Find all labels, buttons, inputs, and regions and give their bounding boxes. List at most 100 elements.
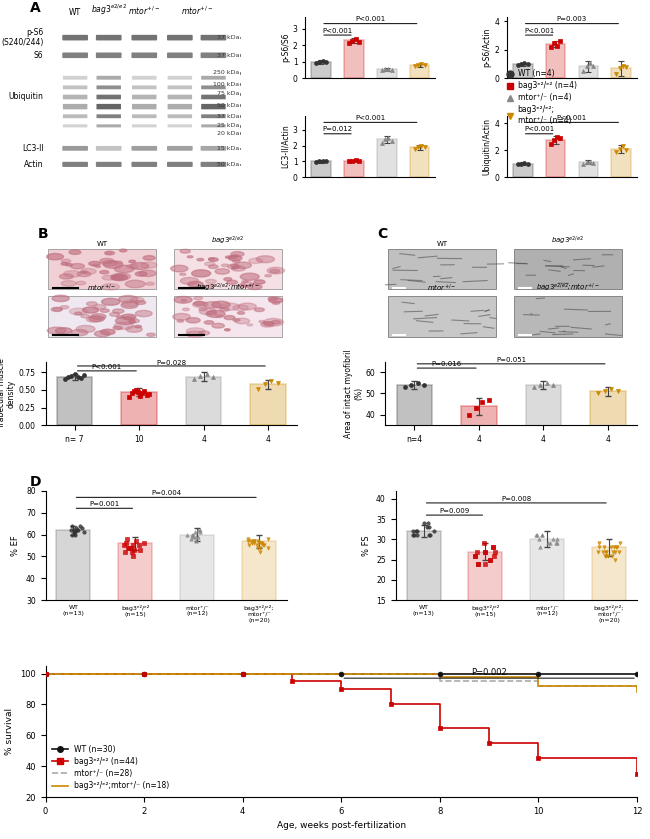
Point xyxy=(259,378,270,391)
bag3ᵉ²/ᵉ²;mtor⁺/⁻ (n=18) xyxy=(633,687,641,697)
Circle shape xyxy=(259,320,265,323)
FancyBboxPatch shape xyxy=(96,35,122,40)
Circle shape xyxy=(270,269,280,273)
Point xyxy=(248,537,259,550)
Point xyxy=(410,142,420,155)
Point xyxy=(70,367,80,381)
Point xyxy=(545,40,556,54)
FancyBboxPatch shape xyxy=(96,86,121,89)
Point xyxy=(424,529,434,542)
Point xyxy=(593,545,603,558)
Point xyxy=(406,378,417,392)
Circle shape xyxy=(105,251,114,255)
Text: WT: WT xyxy=(97,241,108,247)
Circle shape xyxy=(116,317,135,325)
Circle shape xyxy=(194,297,202,300)
Point xyxy=(610,553,620,566)
Point xyxy=(385,698,396,711)
Bar xyxy=(410,65,430,79)
Bar xyxy=(526,385,561,499)
Point xyxy=(237,667,248,680)
Circle shape xyxy=(209,258,214,260)
Bar xyxy=(513,164,532,177)
Circle shape xyxy=(173,314,190,320)
FancyBboxPatch shape xyxy=(167,35,192,40)
Y-axis label: Ubiquitin/Actin: Ubiquitin/Actin xyxy=(483,117,491,175)
Point xyxy=(243,532,254,545)
Point xyxy=(411,524,421,538)
Point xyxy=(124,541,134,555)
Point xyxy=(79,525,89,539)
Circle shape xyxy=(256,256,274,263)
Point xyxy=(513,58,523,71)
Text: D: D xyxy=(30,476,42,489)
Bar xyxy=(122,392,157,425)
Legend: WT (n=4), bag3ᵉ²/ᵉ² (n=4), mtor⁺/⁻ (n=4), bag3ᵉ²/ᵉ²;
mtor⁺/⁻ (n=4): WT (n=4), bag3ᵉ²/ᵉ² (n=4), mtor⁺/⁻ (n=4)… xyxy=(506,69,577,125)
Point xyxy=(266,375,276,388)
Bar xyxy=(546,44,566,79)
Bar xyxy=(48,296,156,337)
Text: 100 kDa: 100 kDa xyxy=(213,81,239,86)
WT (n=30) xyxy=(436,669,444,679)
Circle shape xyxy=(199,331,209,335)
Point xyxy=(486,553,496,566)
bag3ᵉ²/ᵉ² (n=44) xyxy=(633,769,641,779)
Bar xyxy=(462,406,497,499)
Circle shape xyxy=(143,256,155,260)
Point xyxy=(311,155,321,169)
Point xyxy=(73,370,83,383)
Point xyxy=(535,378,545,392)
Point xyxy=(611,541,621,555)
FancyBboxPatch shape xyxy=(62,162,88,167)
Bar xyxy=(406,531,441,661)
Text: Ubiquitin: Ubiquitin xyxy=(8,92,44,102)
Point xyxy=(185,532,196,545)
FancyBboxPatch shape xyxy=(96,162,122,167)
Point xyxy=(387,134,397,148)
Bar xyxy=(57,530,90,666)
FancyBboxPatch shape xyxy=(201,146,226,151)
FancyBboxPatch shape xyxy=(132,114,157,118)
Circle shape xyxy=(92,264,98,266)
Point xyxy=(119,539,129,552)
Point xyxy=(321,154,332,168)
Point xyxy=(139,384,150,398)
Text: 50 kDa: 50 kDa xyxy=(217,102,239,107)
Point xyxy=(71,521,81,534)
Point xyxy=(618,139,628,153)
mtor⁺/⁻ (n=28) xyxy=(42,669,49,679)
Circle shape xyxy=(131,263,149,269)
Circle shape xyxy=(180,278,199,284)
Point xyxy=(607,549,618,562)
Text: p-S6
(S240/244): p-S6 (S240/244) xyxy=(1,28,44,47)
Point xyxy=(609,541,619,555)
Circle shape xyxy=(86,316,101,322)
Circle shape xyxy=(94,305,106,310)
Point xyxy=(263,541,273,555)
Point xyxy=(421,520,432,534)
Circle shape xyxy=(241,281,253,286)
Point xyxy=(435,721,445,734)
Point xyxy=(254,537,265,550)
Point xyxy=(376,64,387,77)
Circle shape xyxy=(240,274,259,280)
Circle shape xyxy=(174,296,192,303)
WT (n=30) xyxy=(140,669,148,679)
Point xyxy=(551,533,562,546)
Point xyxy=(384,62,394,76)
Circle shape xyxy=(106,252,112,254)
Text: P=0.001: P=0.001 xyxy=(89,501,120,508)
Point xyxy=(516,157,526,170)
Point xyxy=(585,56,595,70)
Circle shape xyxy=(100,309,109,312)
Circle shape xyxy=(224,315,235,320)
Bar xyxy=(180,534,214,666)
Circle shape xyxy=(102,275,115,280)
Text: $bag3^{e2/e2}$: $bag3^{e2/e2}$ xyxy=(551,234,584,247)
bag3ᵉ²/ᵉ² (n=44) xyxy=(387,700,395,710)
Point xyxy=(344,36,354,50)
Text: 15 kDa: 15 kDa xyxy=(217,146,239,151)
Circle shape xyxy=(139,270,156,277)
Point xyxy=(387,64,397,77)
FancyBboxPatch shape xyxy=(62,53,88,58)
